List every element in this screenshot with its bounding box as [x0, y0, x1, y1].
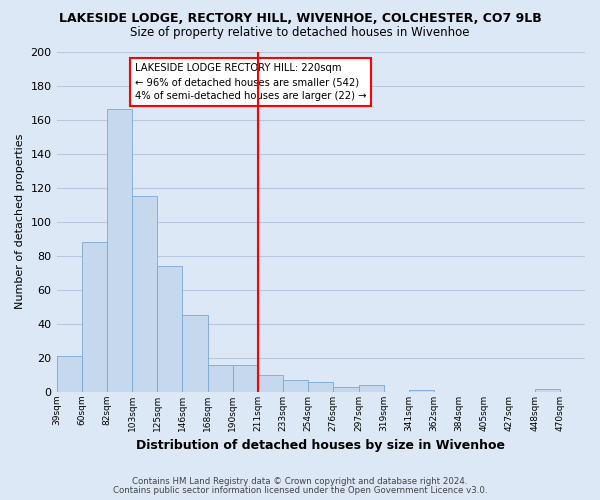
Bar	[334, 387, 359, 392]
Text: Contains HM Land Registry data © Crown copyright and database right 2024.: Contains HM Land Registry data © Crown c…	[132, 478, 468, 486]
Bar	[157, 266, 182, 392]
X-axis label: Distribution of detached houses by size in Wivenhoe: Distribution of detached houses by size …	[136, 440, 505, 452]
Text: Contains public sector information licensed under the Open Government Licence v3: Contains public sector information licen…	[113, 486, 487, 495]
Text: Size of property relative to detached houses in Wivenhoe: Size of property relative to detached ho…	[130, 26, 470, 39]
Bar	[82, 242, 107, 392]
Bar	[182, 316, 208, 392]
Bar	[132, 196, 157, 392]
Bar	[107, 110, 132, 392]
Y-axis label: Number of detached properties: Number of detached properties	[15, 134, 25, 310]
Bar	[308, 382, 334, 392]
Bar	[283, 380, 308, 392]
Text: LAKESIDE LODGE RECTORY HILL: 220sqm
← 96% of detached houses are smaller (542)
4: LAKESIDE LODGE RECTORY HILL: 220sqm ← 96…	[134, 64, 366, 102]
Bar	[233, 365, 258, 392]
Bar	[56, 356, 82, 392]
Bar	[409, 390, 434, 392]
Bar	[359, 385, 383, 392]
Bar	[258, 375, 283, 392]
Bar	[535, 388, 560, 392]
Text: LAKESIDE LODGE, RECTORY HILL, WIVENHOE, COLCHESTER, CO7 9LB: LAKESIDE LODGE, RECTORY HILL, WIVENHOE, …	[59, 12, 541, 26]
Bar	[208, 365, 233, 392]
